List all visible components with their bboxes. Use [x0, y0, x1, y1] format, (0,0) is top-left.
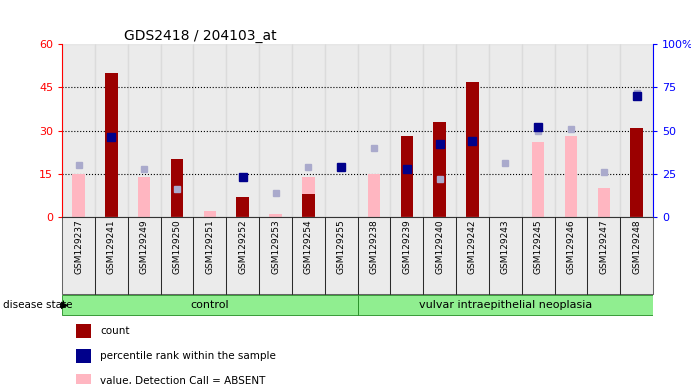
- Bar: [204, 211, 216, 217]
- Bar: [105, 73, 117, 217]
- Text: GSM129245: GSM129245: [533, 219, 542, 274]
- Bar: [62, 217, 95, 294]
- Bar: [292, 217, 325, 294]
- Bar: [62, 217, 95, 294]
- FancyBboxPatch shape: [62, 295, 358, 315]
- Bar: [138, 177, 151, 217]
- Bar: [456, 217, 489, 294]
- Bar: [171, 159, 183, 217]
- Bar: [621, 217, 653, 294]
- Bar: [423, 217, 456, 294]
- Bar: [555, 44, 587, 217]
- Bar: [160, 217, 193, 294]
- Bar: [302, 177, 314, 217]
- FancyBboxPatch shape: [358, 295, 653, 315]
- Text: GSM129248: GSM129248: [632, 219, 641, 274]
- Bar: [95, 44, 128, 217]
- Text: disease state: disease state: [3, 300, 73, 310]
- Bar: [259, 217, 292, 294]
- Bar: [621, 217, 653, 294]
- Text: GSM129238: GSM129238: [370, 219, 379, 274]
- Bar: [193, 44, 227, 217]
- Bar: [433, 122, 446, 217]
- Bar: [565, 136, 577, 217]
- Bar: [193, 217, 227, 294]
- Bar: [227, 217, 259, 294]
- Bar: [302, 194, 314, 217]
- Bar: [325, 44, 358, 217]
- Bar: [587, 217, 621, 294]
- Bar: [466, 81, 479, 217]
- Bar: [489, 217, 522, 294]
- Text: count: count: [100, 326, 130, 336]
- Text: GSM129240: GSM129240: [435, 219, 444, 274]
- Text: GSM129252: GSM129252: [238, 219, 247, 274]
- Bar: [390, 44, 423, 217]
- Text: GSM129255: GSM129255: [337, 219, 346, 274]
- Text: GSM129241: GSM129241: [107, 219, 116, 274]
- Text: GSM129246: GSM129246: [567, 219, 576, 274]
- Bar: [401, 136, 413, 217]
- Bar: [227, 44, 259, 217]
- Bar: [292, 217, 325, 294]
- Bar: [358, 217, 390, 294]
- Text: control: control: [191, 300, 229, 310]
- Text: GSM129250: GSM129250: [173, 219, 182, 274]
- Bar: [423, 217, 456, 294]
- Bar: [128, 44, 160, 217]
- Bar: [630, 127, 643, 217]
- Bar: [390, 217, 423, 294]
- Bar: [423, 44, 456, 217]
- Bar: [259, 44, 292, 217]
- Bar: [368, 174, 380, 217]
- Bar: [598, 188, 610, 217]
- Bar: [587, 44, 621, 217]
- Bar: [325, 217, 358, 294]
- Text: GSM129247: GSM129247: [599, 219, 608, 274]
- Bar: [555, 217, 587, 294]
- Bar: [259, 217, 292, 294]
- Bar: [269, 214, 282, 217]
- Bar: [128, 217, 160, 294]
- Text: GSM129239: GSM129239: [402, 219, 411, 274]
- Bar: [193, 217, 227, 294]
- Bar: [95, 217, 128, 294]
- Text: GSM129242: GSM129242: [468, 219, 477, 274]
- Text: GSM129249: GSM129249: [140, 219, 149, 274]
- Bar: [522, 217, 554, 294]
- Bar: [73, 174, 85, 217]
- Bar: [522, 217, 554, 294]
- Text: GSM129253: GSM129253: [271, 219, 280, 274]
- Text: GSM129254: GSM129254: [304, 219, 313, 274]
- Bar: [456, 44, 489, 217]
- Bar: [555, 217, 587, 294]
- Bar: [489, 217, 522, 294]
- Bar: [236, 197, 249, 217]
- Bar: [128, 217, 160, 294]
- Text: GDS2418 / 204103_at: GDS2418 / 204103_at: [124, 29, 277, 43]
- Bar: [227, 217, 259, 294]
- Bar: [292, 44, 325, 217]
- Text: vulvar intraepithelial neoplasia: vulvar intraepithelial neoplasia: [419, 300, 592, 310]
- Text: GSM129251: GSM129251: [205, 219, 214, 274]
- Bar: [390, 217, 423, 294]
- Bar: [532, 142, 545, 217]
- Bar: [456, 217, 489, 294]
- Bar: [358, 44, 390, 217]
- Text: percentile rank within the sample: percentile rank within the sample: [100, 351, 276, 361]
- Bar: [522, 44, 554, 217]
- Bar: [587, 217, 621, 294]
- Bar: [95, 217, 128, 294]
- Bar: [621, 44, 653, 217]
- Text: GSM129243: GSM129243: [501, 219, 510, 274]
- Bar: [358, 217, 390, 294]
- Bar: [489, 44, 522, 217]
- Bar: [62, 44, 95, 217]
- Text: value, Detection Call = ABSENT: value, Detection Call = ABSENT: [100, 376, 265, 384]
- Text: GSM129237: GSM129237: [74, 219, 83, 274]
- Bar: [160, 44, 193, 217]
- Bar: [160, 217, 193, 294]
- Text: ▶: ▶: [61, 300, 68, 310]
- Bar: [325, 217, 358, 294]
